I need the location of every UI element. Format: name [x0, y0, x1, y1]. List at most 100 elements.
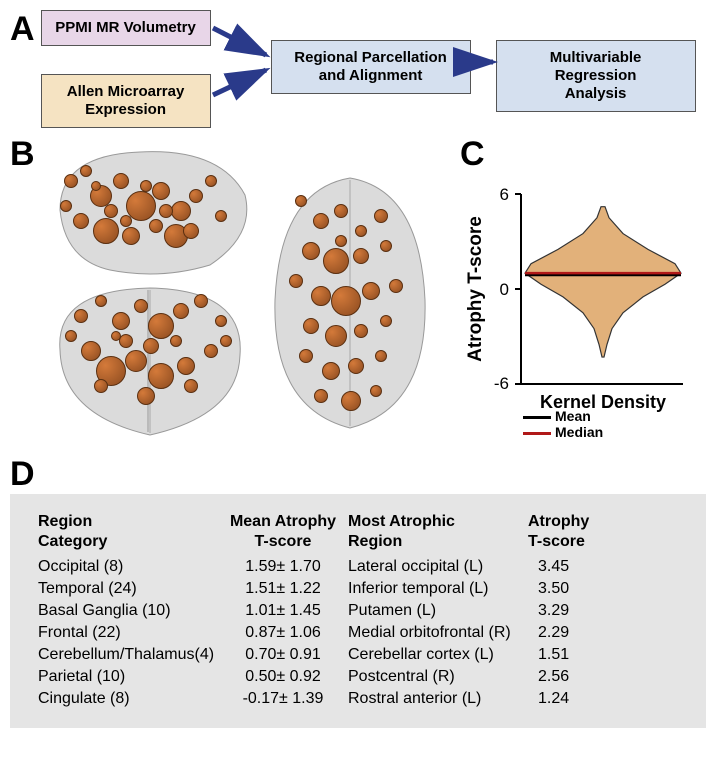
atrophy-node [80, 165, 92, 177]
atrophy-node [148, 313, 174, 339]
atrophy-node [189, 189, 203, 203]
table-cell: Cerebellar cortex (L) [348, 644, 528, 666]
atrophy-node [134, 299, 148, 313]
atrophy-node [91, 181, 101, 191]
atrophy-node [325, 325, 347, 347]
atrophy-node [113, 173, 129, 189]
atrophy-node [171, 201, 191, 221]
legend-mean: Mean [523, 408, 603, 424]
atrophy-node [370, 385, 382, 397]
atrophy-node [289, 274, 303, 288]
panel-d: D RegionCategoryMean AtrophyT-scoreMost … [10, 455, 706, 728]
ytick-m6: -6 [494, 374, 509, 393]
atrophy-node [125, 350, 147, 372]
ytick-0: 0 [500, 280, 509, 299]
flow-box-regression: Multivariable RegressionAnalysis [496, 40, 696, 112]
legend-mean-label: Mean [555, 408, 591, 424]
flow-box-parcellation: Regional Parcellationand Alignment [271, 40, 471, 94]
atrophy-node [149, 219, 163, 233]
atrophy-node [355, 225, 367, 237]
table-cell: 0.87± 1.06 [218, 622, 348, 644]
atrophy-node [220, 335, 232, 347]
atrophy-node [313, 213, 329, 229]
legend-median: Median [523, 424, 603, 440]
table-header: Mean AtrophyT-score [218, 512, 348, 556]
panel-b: B [10, 140, 450, 445]
violin-ylabel: Atrophy T-score [465, 216, 486, 362]
panel-d-label: D [10, 455, 706, 494]
atrophy-node [111, 331, 121, 341]
atrophy-node [94, 379, 108, 393]
flow-box-allen: Allen MicroarrayExpression [41, 74, 211, 128]
table-header: AtrophyT-score [528, 512, 608, 556]
table-cell: 3.45 [528, 556, 608, 578]
atrophy-node [323, 248, 349, 274]
atrophy-node [173, 303, 189, 319]
atrophy-node [354, 324, 368, 338]
table-cell: 1.24 [528, 688, 608, 710]
atrophy-node [302, 242, 320, 260]
atrophy-node [104, 204, 118, 218]
table-cell: 3.50 [528, 578, 608, 600]
table-cell: 2.56 [528, 666, 608, 688]
table-header: Most AtrophicRegion [348, 512, 528, 556]
atrophy-node [380, 240, 392, 252]
atrophy-node [362, 282, 380, 300]
atrophy-node [140, 180, 152, 192]
atrophy-node [314, 389, 328, 403]
table-cell: Rostral anterior (L) [348, 688, 528, 710]
violin-plot: 6 0 -6 Atrophy T-score Kernel Density [463, 174, 693, 434]
atrophy-node [335, 235, 347, 247]
atrophy-node [205, 175, 217, 187]
table-cell: 0.70± 0.91 [218, 644, 348, 666]
table-cell: Lateral occipital (L) [348, 556, 528, 578]
table-header: RegionCategory [38, 512, 218, 556]
atrophy-node [375, 350, 387, 362]
table-cell: Cerebellum/Thalamus(4) [38, 644, 218, 666]
atrophy-node [331, 286, 361, 316]
atrophy-node [311, 286, 331, 306]
table-cell: 2.29 [528, 622, 608, 644]
atrophy-node [374, 209, 388, 223]
atrophy-node [159, 204, 173, 218]
atrophy-node [184, 379, 198, 393]
atrophy-node [204, 344, 218, 358]
panel-c-label: C [460, 135, 485, 174]
atrophy-node [353, 248, 369, 264]
atrophy-node [65, 330, 77, 342]
table-cell: Temporal (24) [38, 578, 218, 600]
table-cell: 1.51 [528, 644, 608, 666]
atrophy-node [74, 309, 88, 323]
flowchart: PPMI MR Volumetry Allen MicroarrayExpres… [41, 10, 691, 125]
atrophy-node [183, 223, 199, 239]
atrophy-node [152, 182, 170, 200]
table-cell: Medial orbitofrontal (R) [348, 622, 528, 644]
atrophy-node [215, 210, 227, 222]
atrophy-node [137, 387, 155, 405]
atrophy-node [194, 294, 208, 308]
violin-legend: Mean Median [523, 408, 603, 440]
table-cell: 0.50± 0.92 [218, 666, 348, 688]
atrophy-node [73, 213, 89, 229]
atrophy-node [322, 362, 340, 380]
atrophy-node [112, 312, 130, 330]
atrophy-node [95, 295, 107, 307]
atrophy-node [120, 215, 132, 227]
atrophy-node [81, 341, 101, 361]
atrophy-node [177, 357, 195, 375]
atrophy-node [341, 391, 361, 411]
legend-median-label: Median [555, 424, 603, 440]
atrophy-node [215, 315, 227, 327]
atrophy-node [334, 204, 348, 218]
atrophy-node [60, 200, 72, 212]
atrophy-node [64, 174, 78, 188]
panel-bc-row: B C [10, 140, 706, 445]
atrophy-node [389, 279, 403, 293]
table-cell: Postcentral (R) [348, 666, 528, 688]
table-cell: Cingulate (8) [38, 688, 218, 710]
violin-svg: 6 0 -6 Atrophy T-score Kernel Density [463, 174, 693, 434]
figure-root: A PPMI MR Volumetry Allen MicroarrayExpr… [10, 10, 706, 728]
atrophy-node [380, 315, 392, 327]
atrophy-node [295, 195, 307, 207]
brain-renderings [10, 140, 450, 445]
